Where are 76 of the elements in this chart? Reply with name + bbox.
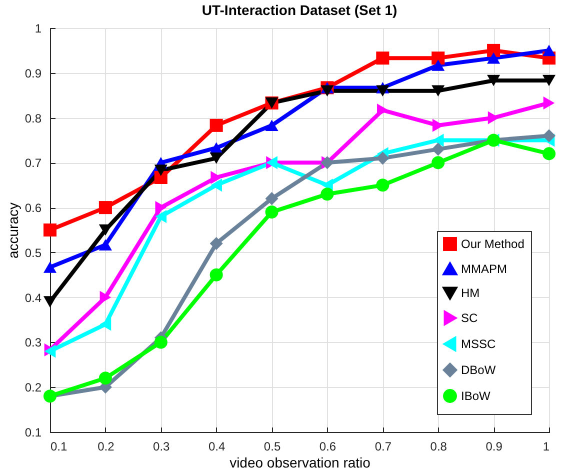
point (210, 178, 222, 192)
y-tick-label: 0.4 (24, 290, 42, 305)
point (376, 52, 390, 65)
point (487, 52, 500, 64)
point (43, 223, 57, 237)
point (542, 129, 556, 142)
legend-label: MSSC (461, 337, 496, 351)
point (155, 210, 167, 224)
x-tick-label: 0.6 (319, 440, 336, 454)
point (488, 111, 500, 124)
point (98, 224, 112, 236)
point (154, 164, 168, 176)
point (487, 44, 500, 57)
y-tick-label: 0.5 (24, 246, 42, 260)
y-tick-label: 0.9 (24, 66, 42, 80)
point (210, 118, 223, 132)
point (265, 120, 278, 132)
x-tick-label: 0.7 (374, 440, 392, 454)
point (98, 239, 112, 250)
point (432, 118, 444, 132)
point (432, 134, 444, 147)
point (154, 170, 168, 184)
legend-label: Our Method (461, 237, 524, 251)
point (43, 296, 57, 308)
x-axis-title: video observation ratio (230, 454, 371, 470)
point (432, 142, 445, 156)
y-tick-label: 0.7 (24, 156, 42, 170)
point (210, 268, 223, 282)
y-tick-label: 0.1 (24, 426, 42, 440)
y-tick-label: 0.2 (24, 380, 42, 395)
x-tick-label: 0.2 (98, 440, 115, 454)
point (43, 262, 57, 273)
legend-label: IBoW (461, 389, 492, 403)
legend-label: HM (461, 286, 480, 300)
y-tick-label: 0.8 (24, 111, 42, 126)
chart-title: UT-Interaction Dataset (Set 1) (202, 2, 398, 18)
x-tick-label: 1 (542, 440, 550, 454)
point (320, 85, 334, 96)
point (432, 60, 445, 71)
point (542, 74, 556, 86)
legend-label: MMAPM (461, 262, 507, 276)
legend-label: DBoW (461, 363, 496, 377)
point (320, 188, 334, 201)
point (487, 74, 500, 86)
legend-label: SC (461, 311, 478, 325)
point (100, 318, 112, 331)
point (265, 192, 278, 206)
point (100, 290, 112, 304)
x-tick-label: 0.8 (430, 440, 448, 454)
x-tick-label: 0.1 (50, 440, 68, 454)
point (210, 236, 223, 250)
point (210, 170, 222, 184)
point (542, 147, 556, 160)
point (432, 52, 445, 65)
point (376, 152, 390, 165)
point (98, 201, 112, 214)
point (542, 44, 556, 56)
x-tick-label: 0.9 (486, 440, 503, 454)
point (210, 152, 223, 164)
point (265, 206, 278, 219)
point (98, 372, 112, 385)
y-axis-title: accuracy (4, 202, 21, 259)
point (432, 85, 445, 96)
y-tick-label: 1 (34, 22, 42, 36)
x-tick-label: 0.5 (264, 440, 281, 454)
point (376, 85, 390, 96)
point (155, 201, 167, 214)
point (154, 336, 168, 349)
point (376, 178, 390, 192)
x-tick-label: 0.4 (208, 440, 226, 454)
point (543, 96, 555, 110)
point (432, 156, 445, 170)
y-tick-label: 0.6 (24, 201, 42, 216)
y-tick-label: 0.3 (24, 336, 42, 350)
point (377, 104, 388, 117)
x-tick-label: 0.3 (153, 440, 170, 454)
